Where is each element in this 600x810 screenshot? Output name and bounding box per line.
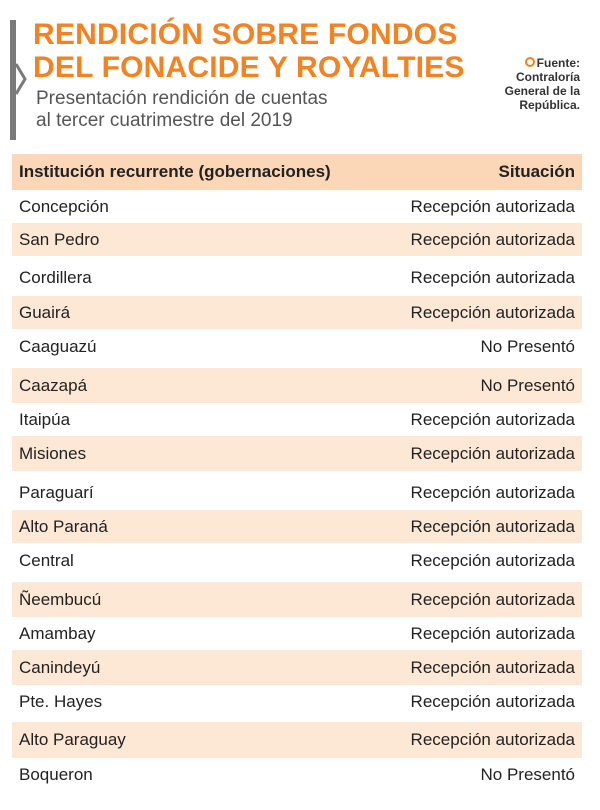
accent-bar: [10, 20, 16, 140]
table-row: San Pedro Recepción autorizada: [12, 223, 582, 256]
page-subtitle: Presentación rendición de cuentas al ter…: [36, 88, 328, 132]
institution-cell: Concepción: [19, 196, 109, 216]
status-cell: Recepción autorizada: [410, 550, 575, 570]
subtitle-line-1: Presentación rendición de cuentas: [36, 88, 328, 109]
institution-cell: Misiones: [19, 443, 87, 463]
table-row: Caaguazú No Presentó: [12, 329, 582, 364]
institution-cell: Central: [19, 550, 74, 570]
status-cell: Recepción autorizada: [410, 691, 575, 711]
page-title: RENDICIÓN SOBRE FONDOS DEL FONACIDE Y RO…: [33, 18, 465, 84]
table-row: Itaipúa Recepción autorizada: [12, 403, 582, 436]
institution-cell: Pte. Hayes: [19, 691, 103, 711]
table-row: Ñeembucú Recepción autorizada: [12, 582, 582, 617]
institution-cell: Boqueron: [19, 764, 93, 784]
bullet-icon: [524, 57, 535, 67]
institution-cell: Paraguarí: [19, 482, 94, 502]
table-row: Cordillera Recepción autorizada: [12, 260, 582, 296]
column-header-institution: Institución recurrente (gobernaciones): [19, 162, 331, 181]
table-row: Central Recepción autorizada: [12, 543, 582, 578]
institution-cell: Cordillera: [19, 268, 92, 287]
status-cell: Recepción autorizada: [410, 589, 575, 609]
chevron-right-icon: [14, 63, 27, 95]
title-line-2: DEL FONACIDE Y ROYALTIES: [33, 51, 465, 84]
institution-cell: San Pedro: [19, 229, 100, 249]
title-line-1: RENDICIÓN SOBRE FONDOS: [33, 18, 458, 51]
status-cell: Recepción autorizada: [410, 196, 575, 216]
institution-cell: Caazapá: [19, 375, 88, 395]
status-cell: No Presentó: [480, 336, 576, 356]
status-cell: Recepción autorizada: [410, 623, 575, 643]
status-cell: Recepción autorizada: [410, 482, 575, 502]
institution-cell: Amambay: [19, 623, 96, 643]
status-cell: No Presentó: [480, 375, 576, 395]
subtitle-line-2: al tercer cuatrimestre del 2019: [36, 110, 293, 131]
table-row: Pte. Hayes Recepción autorizada: [12, 685, 582, 718]
status-cell: Recepción autorizada: [410, 302, 575, 322]
source-line-4: República.: [519, 98, 580, 112]
table-row: Alto Paraguay Recepción autorizada: [12, 722, 582, 758]
source-label: Fuente:: [536, 56, 580, 70]
status-cell: Recepción autorizada: [410, 229, 575, 249]
table-row: Alto Paraná Recepción autorizada: [12, 510, 582, 543]
table-row: Concepción Recepción autorizada: [12, 190, 582, 223]
institution-cell: Alto Paraguay: [19, 730, 126, 749]
institution-cell: Guairá: [19, 302, 71, 322]
table-row: Boqueron No Presentó: [12, 758, 582, 791]
source-credit: Fuente: Contraloría General de la Repúbl…: [505, 56, 580, 112]
status-cell: Recepción autorizada: [410, 268, 575, 287]
table-row: Caazapá No Presentó: [12, 368, 582, 403]
institution-cell: Ñeembucú: [19, 589, 102, 609]
table-row: Canindeyú Recepción autorizada: [12, 650, 582, 685]
institution-cell: Canindeyú: [19, 657, 101, 677]
status-cell: No Presentó: [480, 764, 576, 784]
table-row: Guairá Recepción autorizada: [12, 296, 582, 329]
table-row: Paraguarí Recepción autorizada: [12, 475, 582, 510]
institution-cell: Caaguazú: [19, 336, 97, 356]
source-line-2: Contraloría: [515, 70, 580, 84]
status-cell: Recepción autorizada: [410, 516, 575, 536]
table-row: Amambay Recepción autorizada: [12, 617, 582, 650]
governorates-table: Institución recurrente (gobernaciones) S…: [12, 154, 582, 791]
institution-cell: Itaipúa: [19, 409, 71, 429]
institution-cell: Alto Paraná: [19, 516, 108, 536]
status-cell: Recepción autorizada: [410, 730, 575, 749]
table-header-row: Institución recurrente (gobernaciones) S…: [12, 154, 582, 190]
source-line-3: General de la: [504, 84, 580, 98]
status-cell: Recepción autorizada: [410, 443, 575, 463]
column-header-status: Situación: [498, 162, 575, 181]
table-row: Misiones Recepción autorizada: [12, 436, 582, 471]
status-cell: Recepción autorizada: [410, 409, 575, 429]
status-cell: Recepción autorizada: [410, 657, 575, 677]
